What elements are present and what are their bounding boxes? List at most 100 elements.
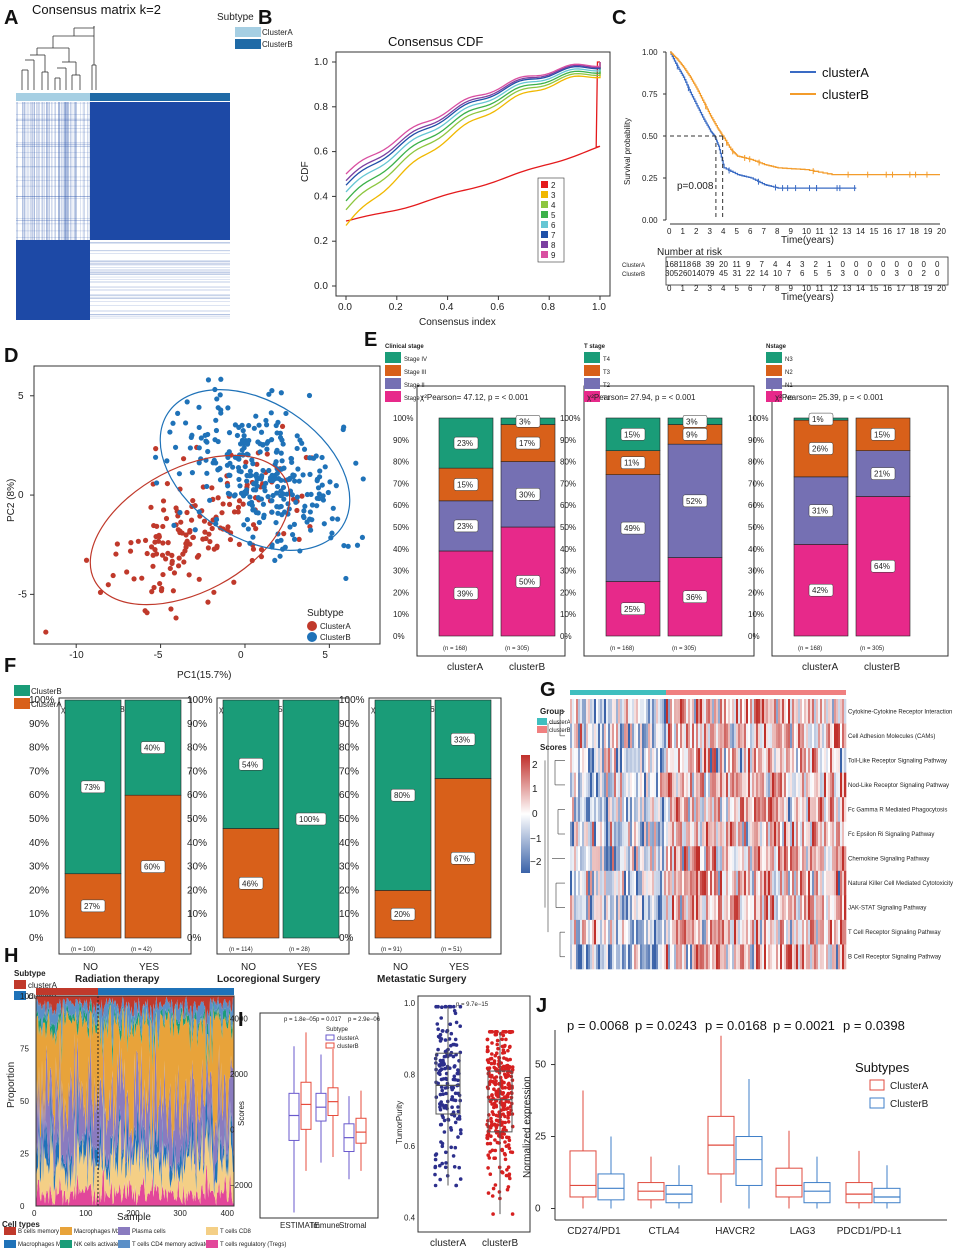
heatmap-cell <box>654 772 657 798</box>
subplot-frame <box>58 697 192 955</box>
heatmap-cell <box>640 797 643 823</box>
point-clusterB <box>274 483 281 490</box>
x-tick-label: 0.2 <box>389 302 403 313</box>
heatmap-cell <box>578 846 581 872</box>
heatmap-cell <box>596 772 599 798</box>
heatmap-cell <box>816 895 819 921</box>
point-clusterB <box>152 454 159 460</box>
heatmap-cell <box>786 821 789 847</box>
purity-point <box>433 1172 437 1177</box>
heatmap-cell <box>768 821 771 847</box>
heatmap-cell <box>762 944 765 970</box>
purity-point <box>490 1052 494 1056</box>
panel-d-points <box>43 376 366 635</box>
celltype-label: Plasma cells <box>132 1229 166 1235</box>
heatmap-cell <box>618 772 621 798</box>
purity-point <box>442 1054 447 1059</box>
heatmap-cell <box>630 870 633 896</box>
purity-point <box>448 1053 453 1057</box>
heatmap-cell <box>572 846 575 872</box>
heatmap-cell <box>614 895 617 921</box>
heatmap-cell <box>676 821 679 847</box>
y-tick-label: 0.00 <box>642 216 658 225</box>
heatmap-cell <box>722 895 725 921</box>
heatmap-cell <box>708 870 711 896</box>
heatmap-cell <box>740 895 743 921</box>
y-tick-label: 90% <box>339 719 359 730</box>
heatmap-cell <box>836 919 839 945</box>
heatmap-cell <box>720 797 723 823</box>
heatmap-cell <box>756 723 759 749</box>
heatmap-cell <box>644 797 647 823</box>
heatmap-cell <box>672 748 675 773</box>
heatmap-cell <box>688 748 691 773</box>
heatmap-cell <box>808 797 811 823</box>
heatmap-cell <box>684 919 687 945</box>
x-tick-label: 20 <box>937 227 946 236</box>
heatmap-cell <box>656 895 659 921</box>
heatmap-cell <box>576 797 579 823</box>
heatmap-cell <box>614 772 617 798</box>
panel-h-legend-label-a: clusterA <box>28 981 58 990</box>
point-clusterB <box>295 466 301 472</box>
heatmap-cell <box>668 870 671 896</box>
heatmap-cell <box>624 772 627 798</box>
heatmap-cell <box>838 748 841 773</box>
point-clusterB <box>213 427 220 434</box>
heatmap-cell <box>708 821 711 847</box>
point-clusterB <box>196 460 202 466</box>
heatmap-cell <box>624 895 627 921</box>
heatmap-cell <box>760 699 763 724</box>
point-clusterA <box>183 532 189 538</box>
heatmap-cell <box>806 846 809 872</box>
heatmap-cell <box>610 870 613 896</box>
point-clusterB <box>279 437 285 443</box>
heatmap-cell <box>678 870 681 896</box>
purity-point <box>493 1082 498 1086</box>
data-label: 3% <box>686 417 698 426</box>
y-axis-title: Scores <box>237 1101 246 1126</box>
heatmap-cell <box>790 944 793 970</box>
heatmap-cell <box>744 895 747 921</box>
x-category-label: HAVCR2 <box>715 1226 755 1237</box>
heatmap-cell <box>792 919 795 945</box>
pvalue-label: p = 1.8e−05 <box>284 1017 317 1023</box>
point-clusterB <box>274 470 280 476</box>
heatmap-cell <box>832 772 835 798</box>
risk-x-tick: 6 <box>748 284 753 293</box>
heatmap-cell <box>714 797 717 823</box>
heatmap-cell <box>628 723 631 749</box>
heatmap-cell <box>596 870 599 896</box>
heatmap-cell <box>742 895 745 921</box>
heatmap-cell <box>710 895 713 921</box>
box-body <box>569 1150 597 1198</box>
y-tick-label: 0.6 <box>404 1142 416 1151</box>
point-clusterA <box>240 501 246 507</box>
point-clusterA <box>152 546 158 553</box>
heatmap-cell <box>698 821 701 847</box>
y-tick-label: 100% <box>339 695 365 706</box>
purity-point <box>492 1061 497 1066</box>
celltype-label: T cells CD4 memory activated <box>132 1242 212 1248</box>
purity-point <box>455 1071 460 1076</box>
heatmap-cell <box>802 748 805 773</box>
heatmap-cell <box>786 895 789 921</box>
heatmap-cell <box>814 699 817 724</box>
heatmap-cell <box>744 748 747 773</box>
heatmap-cell <box>808 699 811 724</box>
heatmap-cell <box>740 699 743 724</box>
heatmap-cell <box>776 919 779 945</box>
heatmap-cell <box>690 723 693 749</box>
heatmap-cell <box>716 821 719 847</box>
heatmap-cell <box>806 919 809 945</box>
heatmap-cell <box>694 797 697 823</box>
heatmap-cell <box>770 919 773 945</box>
heatmap-cell <box>590 699 593 724</box>
point-clusterB <box>213 516 220 523</box>
data-label-box <box>682 494 708 508</box>
heatmap-cell <box>766 870 769 896</box>
heatmap-cell <box>604 772 607 798</box>
heatmap-cell <box>844 870 847 896</box>
point-clusterB <box>269 498 275 504</box>
